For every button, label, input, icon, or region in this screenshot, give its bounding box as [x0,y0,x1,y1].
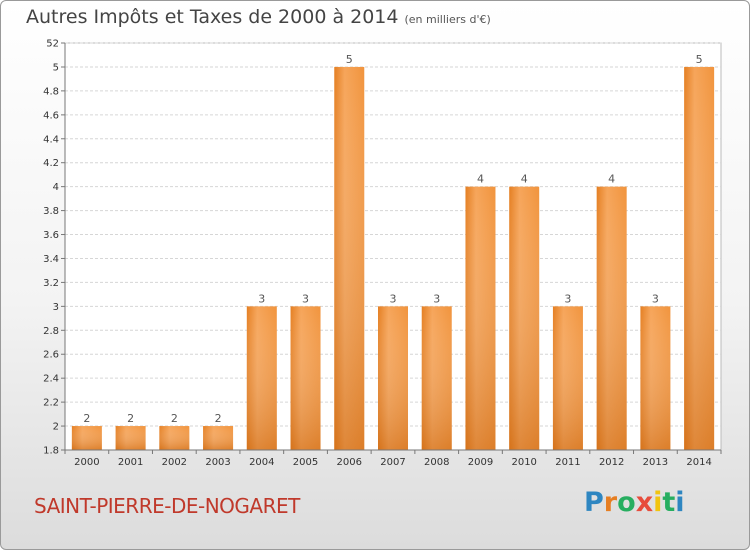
bar-value-label: 2 [215,412,222,425]
chart-title: Autres Impôts et Taxes de 2000 à 2014 (en… [26,6,491,28]
x-tick-label: 2004 [249,457,274,468]
y-tick-label: 3 [53,302,59,313]
y-tick-label: 4.2 [43,158,59,169]
y-tick-label: 3.6 [43,230,59,241]
bar-shade [509,186,540,450]
bar-shade [159,426,190,450]
y-tick-label: 1.8 [43,446,59,457]
brand-letter: r [603,487,618,518]
brand-logo: Proxiti [584,487,685,518]
x-tick-label: 2001 [118,457,143,468]
y-tick-label: 5 [53,62,59,73]
bar-shade [640,306,671,450]
bar-value-label: 3 [390,292,397,305]
bar-shade [465,186,496,450]
x-tick-label: 2008 [424,457,449,468]
bar-shade [596,186,627,450]
bar-shade [684,66,715,451]
bar-value-label: 2 [83,412,90,425]
title-text: Autres Impôts et Taxes de 2000 à 2014 [26,6,399,28]
y-tick-label: 3.4 [43,254,59,265]
bar-shade [552,306,583,450]
brand-letter: P [584,487,604,518]
bar-shade [378,306,408,450]
bar-value-label: 3 [433,292,440,305]
x-tick-label: 2013 [643,457,668,468]
x-tick-label: 2000 [74,457,99,468]
bars [71,66,715,451]
y-axis-ticks: 1.8 2 2.2 2.4 2.6 2.8 3 3.2 3.4 3.6 3.8 4 4.2 4.4 4.6 4… [43,39,66,457]
bar-value-label: 2 [127,412,134,425]
x-tick-label: 2003 [205,457,230,468]
y-tick-label: 2.8 [43,326,59,337]
bar-value-label: 4 [477,173,484,186]
y-tick-label: 4.8 [43,86,59,97]
brand-letter: i [653,487,663,518]
bar-shade [421,306,452,450]
bar-value-label: 5 [346,53,353,66]
bar-value-label: 3 [652,292,659,305]
y-tick-label: 4.6 [43,110,59,121]
bar-value-label: 3 [302,292,309,305]
bar-shade [115,426,146,450]
y-tick-label: 2.6 [43,350,59,361]
x-tick-label: 2002 [162,457,187,468]
y-tick-label: 3.8 [43,206,59,217]
bar-value-label: 3 [564,292,571,305]
x-tick-label: 2007 [380,457,405,468]
data-labels: 2 2 2 2 3 3 5 3 3 4 4 3 4 3 5 [83,53,702,425]
y-tick-label: 4.4 [43,134,59,145]
y-tick-label: 2.2 [43,398,59,409]
bar-shade [203,426,234,450]
title-unit: (en milliers d'€) [404,13,491,26]
x-tick-label: 2010 [511,457,536,468]
y-tick-label: 52 [46,39,59,50]
brand-letter: t [662,487,676,518]
bar-shade [334,66,365,451]
x-tick-label: 2006 [337,457,362,468]
x-tick-label: 2012 [599,457,624,468]
brand-letter: o [617,487,636,518]
place-name: SAINT-PIERRE-DE-NOGARET [34,494,300,518]
y-tick-label: 3.2 [43,278,59,289]
x-tick-label: 2009 [468,457,493,468]
x-tick-label: 2005 [293,457,318,468]
y-tick-label: 2.4 [43,374,59,385]
x-tick-label: 2014 [686,457,711,468]
bar-value-label: 5 [696,53,703,66]
brand-letter: i [675,487,685,518]
bar-shade [290,306,321,450]
bar-value-label: 4 [521,173,528,186]
y-tick-label: 4 [53,182,59,193]
bar-shade [246,306,277,450]
x-tick-label: 2011 [555,457,580,468]
bar-shade [71,426,102,450]
bar-value-label: 3 [258,292,265,305]
brand-letter: x [635,487,654,518]
bar-value-label: 4 [608,173,615,186]
bar-value-label: 2 [171,412,178,425]
x-axis-ticks: 2000 2001 2002 2003 2004 2005 2006 2007 2008 2009… [64,449,722,468]
y-tick-label: 2 [53,422,59,433]
